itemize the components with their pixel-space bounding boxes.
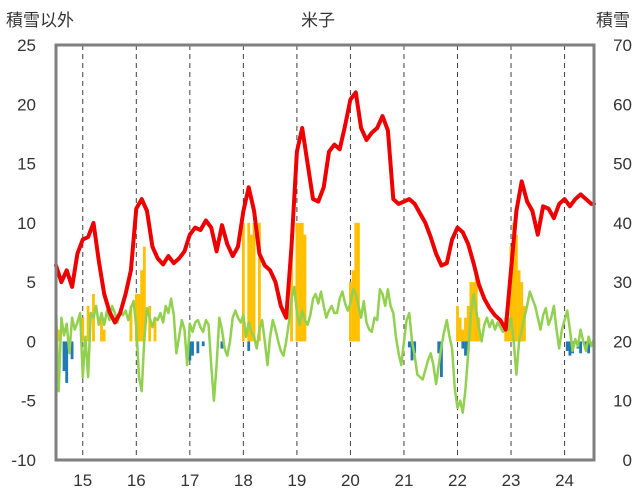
bar-2-23 xyxy=(349,282,352,342)
series-line-0 xyxy=(54,90,596,332)
bar-3-0 xyxy=(62,341,66,372)
bar-3-6 xyxy=(201,341,205,347)
bar-3-23 xyxy=(587,341,591,354)
left-tick-3: 10 xyxy=(17,214,36,233)
plot-frame xyxy=(54,43,596,462)
right-tick-3: 40 xyxy=(613,214,632,233)
bar-2-38 xyxy=(509,246,513,342)
bar-2-27 xyxy=(456,305,459,342)
bar-2-30 xyxy=(464,317,467,342)
x-tick-17: 17 xyxy=(180,471,199,490)
bar-2-6 xyxy=(129,305,133,342)
bar-2-25 xyxy=(354,222,358,342)
bar-2-17 xyxy=(258,222,261,342)
bar-3-4 xyxy=(191,341,194,356)
bar-2-16 xyxy=(252,222,256,342)
bar-2-14 xyxy=(247,222,251,342)
bar-2-0 xyxy=(57,329,61,342)
left-tick-4: 5 xyxy=(27,273,36,292)
right-axis-title: 積雪 xyxy=(596,11,630,30)
bar-3-9 xyxy=(407,341,411,348)
left-tick-2: 15 xyxy=(17,155,36,174)
bar-3-21 xyxy=(579,341,583,354)
left-tick-0: 25 xyxy=(17,36,36,55)
bar-2-13 xyxy=(241,222,245,342)
bar-3-11 xyxy=(413,341,417,354)
bar-2-43 xyxy=(523,305,526,342)
x-tick-20: 20 xyxy=(341,471,360,490)
bar-2-15 xyxy=(249,234,253,342)
right-tick-6: 10 xyxy=(613,392,632,411)
right-tick-4: 30 xyxy=(613,273,632,292)
bar-3-12 xyxy=(437,341,441,354)
bar-2-26 xyxy=(357,222,360,342)
bar-3-18 xyxy=(568,341,572,356)
bar-2-19 xyxy=(295,222,299,342)
bar-2-40 xyxy=(514,234,518,342)
bar-3-3 xyxy=(188,341,192,361)
left-tick-5: 0 xyxy=(27,332,36,351)
bar-2-22 xyxy=(303,234,307,342)
bar-3-7 xyxy=(220,341,224,349)
bar-3-14 xyxy=(461,341,465,349)
x-tick-23: 23 xyxy=(502,471,521,490)
left-tick-7: -10 xyxy=(11,451,36,470)
chart-title: 米子 xyxy=(301,11,335,30)
right-tick-0: 70 xyxy=(613,36,632,55)
left-tick-6: -5 xyxy=(21,392,36,411)
bar-2-18 xyxy=(290,234,293,342)
bar-2-20 xyxy=(298,222,301,342)
x-tick-18: 18 xyxy=(234,471,253,490)
bar-2-42 xyxy=(520,282,524,342)
bar-2-12 xyxy=(153,317,157,342)
bar-3-5 xyxy=(196,341,200,354)
right-tick-5: 20 xyxy=(613,332,632,351)
bar-2-33 xyxy=(472,282,475,342)
left-tick-1: 20 xyxy=(17,95,36,114)
x-tick-24: 24 xyxy=(555,471,574,490)
bar-2-9 xyxy=(140,270,144,342)
x-tick-15: 15 xyxy=(73,471,92,490)
x-tick-19: 19 xyxy=(287,471,306,490)
bar-2-29 xyxy=(461,329,465,342)
bar-2-11 xyxy=(148,305,152,342)
bar-3-13 xyxy=(440,341,443,377)
x-tick-16: 16 xyxy=(127,471,146,490)
right-tick-1: 60 xyxy=(613,95,632,114)
bar-3-15 xyxy=(464,341,467,356)
bar-3-17 xyxy=(565,341,569,351)
bar-2-1 xyxy=(81,317,85,342)
x-tick-22: 22 xyxy=(448,471,467,490)
bar-2-39 xyxy=(512,222,516,342)
bar-2-2 xyxy=(86,305,90,342)
bar-3-2 xyxy=(70,341,74,360)
bar-3-10 xyxy=(410,341,414,361)
bar-2-10 xyxy=(142,246,146,342)
bar-2-28 xyxy=(458,317,462,342)
x-tick-21: 21 xyxy=(394,471,413,490)
bar-2-21 xyxy=(300,222,304,342)
bar-2-4 xyxy=(100,317,103,342)
bar-2-5 xyxy=(102,329,106,342)
bar-2-24 xyxy=(351,270,355,342)
left-axis-title: 積雪以外 xyxy=(6,11,74,30)
right-tick-7: 0 xyxy=(623,451,632,470)
bar-2-8 xyxy=(137,294,141,342)
bar-3-1 xyxy=(65,341,69,383)
bar-2-31 xyxy=(466,305,470,342)
right-tick-2: 50 xyxy=(613,155,632,174)
bar-3-8 xyxy=(247,341,251,351)
bar-2-41 xyxy=(517,270,521,342)
